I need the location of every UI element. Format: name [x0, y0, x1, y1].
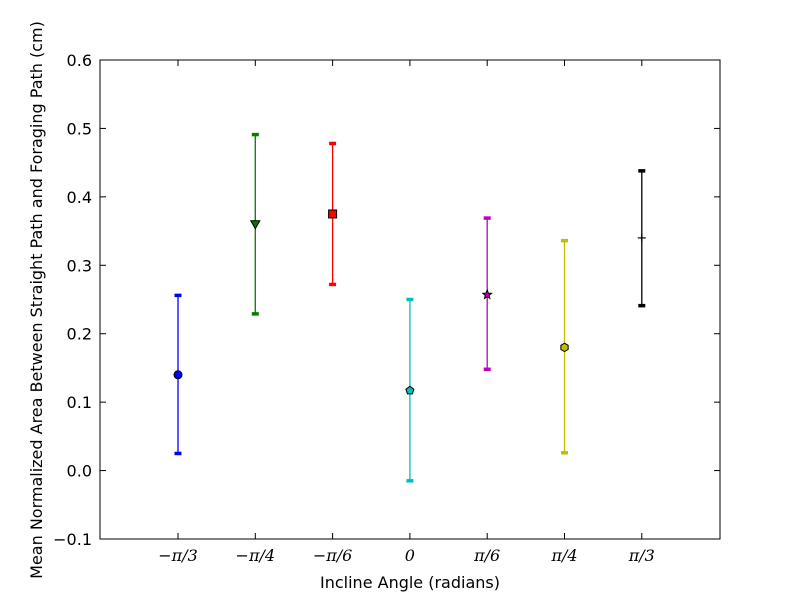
x-axis-label: Incline Angle (radians) [320, 573, 500, 592]
y-tick-label: −0.1 [53, 530, 92, 549]
x-tick-label: π/4 [550, 546, 577, 565]
y-tick-label: 0.4 [67, 188, 92, 207]
y-axis-label: Mean Normalized Area Between Straight Pa… [27, 21, 46, 579]
x-tick-label: π/6 [473, 546, 500, 565]
data-series [173, 132, 646, 483]
error-bar-group [328, 141, 338, 287]
plot-frame [99, 59, 721, 540]
error-bar-group [405, 297, 415, 483]
y-axis-ticks: −0.1 0.0 0.1 0.2 0.3 0.4 0.5 0.6 [53, 51, 720, 549]
error-bar-group [249, 132, 261, 316]
y-tick-label: 0.2 [67, 325, 92, 344]
error-bar-group [173, 293, 183, 456]
x-tick-label: π/3 [628, 546, 655, 565]
y-tick-label: 0.1 [67, 393, 92, 412]
y-tick-label: 0.6 [67, 51, 92, 70]
x-tick-label: −π/3 [158, 546, 198, 565]
error-bar-group [481, 216, 493, 372]
error-bar-group [637, 169, 646, 308]
mean-marker-star [481, 288, 493, 300]
x-axis-ticks: −π/3 −π/4 −π/6 0 π/6 π/4 π/3 [158, 60, 655, 565]
error-bar-group [560, 238, 569, 455]
x-tick-label: −π/6 [313, 546, 353, 565]
y-tick-label: 0.5 [67, 119, 92, 138]
x-tick-label: 0 [405, 546, 415, 565]
y-tick-label: 0.3 [67, 256, 92, 275]
x-tick-label: −π/4 [236, 546, 276, 565]
y-tick-label: 0.0 [67, 462, 92, 481]
mean-marker-hexagon [560, 342, 569, 353]
mean-marker-square [328, 209, 338, 219]
mean-marker-pentagon [405, 385, 415, 395]
mean-marker-triangle [249, 220, 261, 230]
mean-marker-circle [173, 370, 183, 380]
